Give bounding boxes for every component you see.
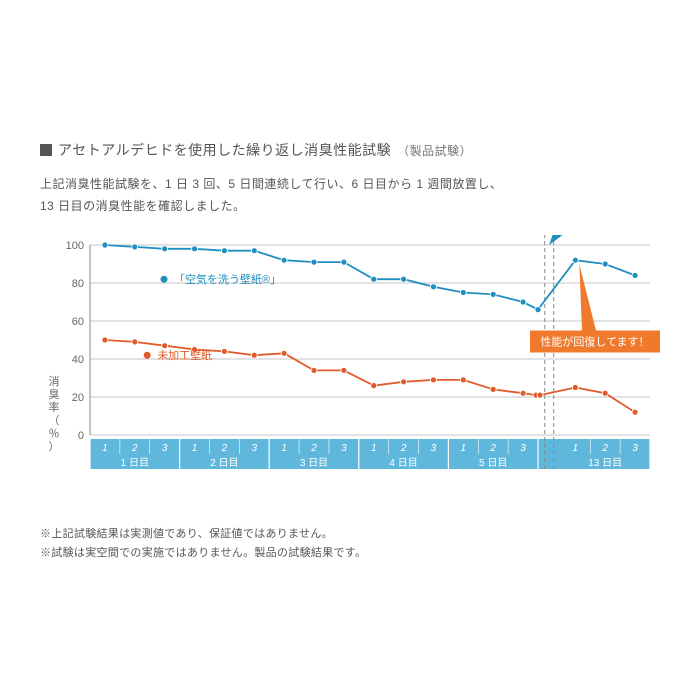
- axis-day-label: 1 日目: [121, 458, 149, 469]
- axis-sub-label: 2: [601, 443, 608, 454]
- y-tick-label: 40: [72, 354, 84, 366]
- y-tick-label: 60: [72, 316, 84, 328]
- series-b-marker: [632, 409, 638, 415]
- line-chart: 0 20 40 60 80 100 1 2 3 1 2 3 1 2 3 1 2 3 1 2 3 1 2 3 1 日目 2 日目 3 …: [40, 235, 660, 515]
- series-b-marker: [221, 349, 227, 355]
- series-b-marker: [572, 385, 578, 391]
- series-b-marker: [520, 390, 526, 396]
- axis-sub-label: 1: [461, 443, 467, 454]
- series-a-marker: [102, 242, 108, 248]
- series-a-marker: [311, 259, 317, 265]
- series-a-marker: [132, 244, 138, 250]
- series-a-marker: [192, 246, 198, 252]
- series-a-marker: [251, 248, 257, 254]
- series-b-marker: [401, 379, 407, 385]
- series-b-marker: [251, 352, 257, 358]
- series-b-marker: [602, 390, 608, 396]
- series-a-legend-dot: [161, 276, 168, 283]
- series-a-marker: [520, 299, 526, 305]
- axis-sub-label: 1: [192, 443, 198, 454]
- series-a-marker: [460, 290, 466, 296]
- y-tick-label: 0: [78, 430, 84, 442]
- series-b-marker: [460, 377, 466, 383]
- series-a-marker: [535, 307, 541, 313]
- axis-sub-label: 3: [341, 443, 347, 454]
- title-suffix: （製品試験）: [397, 142, 472, 159]
- y-axis-label-char: 消: [49, 374, 60, 388]
- series-a-marker: [371, 276, 377, 282]
- footnote-2: ※試験は実空間での実施ではありません。製品の試験結果です。: [40, 544, 660, 563]
- y-tick-label: 20: [72, 392, 84, 404]
- axis-sub-label: 2: [221, 443, 228, 454]
- series-b-marker: [102, 337, 108, 343]
- series-b-marker: [371, 383, 377, 389]
- axis-sub-label: 3: [520, 443, 526, 454]
- axis-sub-label: 3: [632, 443, 638, 454]
- footnote-1: ※上記試験結果は実測値であり、保証値ではありません。: [40, 525, 660, 544]
- description: 上記消臭性能試験を、1 日 3 回、5 日間連続して行い、6 日目から 1 週間…: [40, 174, 660, 217]
- axis-sub-label: 1: [102, 443, 108, 454]
- series-b-legend-dot: [144, 352, 151, 359]
- axis-day-label: 5 日目: [479, 458, 507, 469]
- axis-day-label: 13 日目: [588, 458, 622, 469]
- axis-day-label: 3 日目: [300, 458, 328, 469]
- y-axis-label-char: ％: [49, 428, 60, 440]
- y-axis-label-char: ）: [49, 440, 60, 453]
- series-b-marker: [341, 368, 347, 374]
- series-a-marker: [281, 257, 287, 263]
- y-axis-label-char: 臭: [49, 387, 60, 401]
- description-line-1: 上記消臭性能試験を、1 日 3 回、5 日間連続して行い、6 日目から 1 週間…: [40, 174, 660, 196]
- axis-sub-label: 3: [431, 443, 437, 454]
- axis-sub-label: 1: [371, 443, 377, 454]
- series-a-marker: [221, 248, 227, 254]
- series-b-marker: [537, 392, 543, 398]
- chart-container: 0 20 40 60 80 100 1 2 3 1 2 3 1 2 3 1 2 3 1 2 3 1 2 3 1 日目 2 日目 3 …: [40, 235, 660, 515]
- series-a-marker: [490, 292, 496, 298]
- axis-sub-label: 2: [310, 443, 317, 454]
- callout-top-pointer: [549, 235, 565, 245]
- description-line-2: 13 日目の消臭性能を確認しました。: [40, 196, 660, 218]
- series-a-marker: [632, 273, 638, 279]
- axis-band-day: [90, 454, 650, 469]
- series-a-marker: [572, 257, 578, 263]
- series-a-marker: [162, 246, 168, 252]
- title-marker: [40, 144, 52, 156]
- y-tick-label: 80: [72, 278, 84, 290]
- series-b-marker: [162, 343, 168, 349]
- series-a-marker: [341, 259, 347, 265]
- axis-sub-label: 2: [131, 443, 138, 454]
- y-axis-label-char: （: [49, 414, 60, 427]
- series-b-marker: [430, 377, 436, 383]
- callout-side-text: 性能が回復してます！: [540, 335, 649, 349]
- axis-day-label: 2 日目: [210, 458, 238, 469]
- callout-side-pointer: [579, 264, 596, 330]
- title-main: アセトアルデヒドを使用した繰り返し消臭性能試験: [58, 140, 391, 160]
- series-a-legend-label: 「空気を洗う壁紙®」: [174, 272, 281, 286]
- series-a-marker: [602, 261, 608, 267]
- series-b-marker: [490, 387, 496, 393]
- axis-sub-label: 1: [281, 443, 287, 454]
- series-b-marker: [132, 339, 138, 345]
- title-row: アセトアルデヒドを使用した繰り返し消臭性能試験 （製品試験）: [40, 140, 660, 160]
- y-axis-label-char: 率: [49, 400, 60, 414]
- series-b-legend-label: 未加工壁紙: [157, 348, 212, 362]
- axis-sub-label: 1: [573, 443, 579, 454]
- footnotes: ※上記試験結果は実測値であり、保証値ではありません。 ※試験は実空間での実施では…: [40, 525, 660, 562]
- series-a-marker: [401, 276, 407, 282]
- axis-sub-label: 3: [251, 443, 257, 454]
- axis-sub-label: 3: [162, 443, 168, 454]
- axis-day-label: 4 日目: [389, 458, 417, 469]
- y-tick-label: 100: [66, 240, 84, 252]
- axis-sub-label: 2: [400, 443, 407, 454]
- series-b-marker: [281, 350, 287, 356]
- axis-sub-label: 2: [489, 443, 496, 454]
- series-b-marker: [311, 368, 317, 374]
- series-a-marker: [430, 284, 436, 290]
